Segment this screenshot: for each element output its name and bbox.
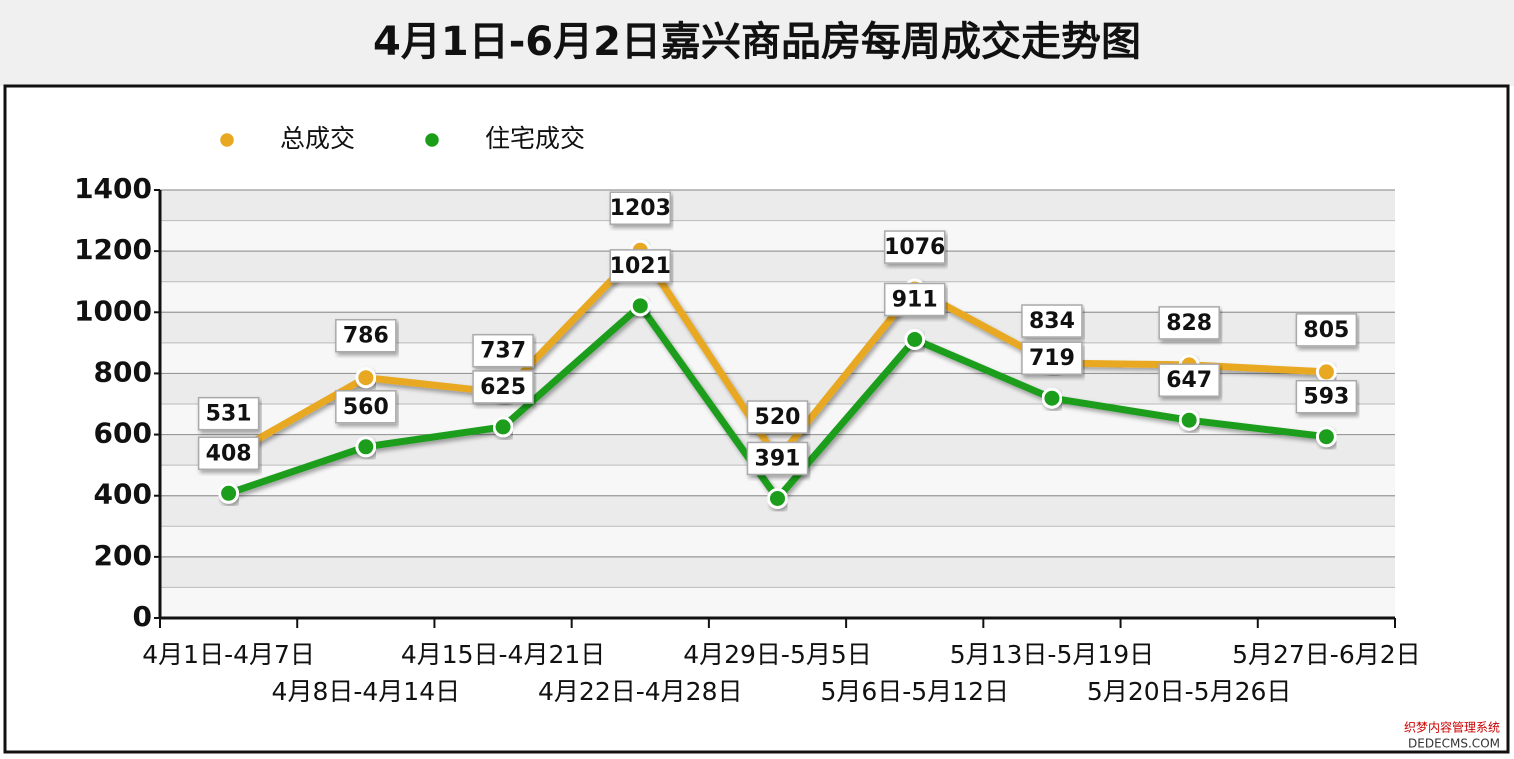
x-tick-label: 4月29日-5月5日 xyxy=(683,640,872,669)
x-tick-label: 5月6日-5月12日 xyxy=(820,677,1009,706)
data-point xyxy=(904,328,926,350)
plot-band xyxy=(160,556,1395,588)
y-tick-label: 1200 xyxy=(74,233,152,266)
y-tick-label: 1000 xyxy=(74,294,152,327)
data-label-box xyxy=(1158,363,1220,397)
watermark: DEDECMS.COM xyxy=(1408,737,1500,751)
data-label: 911 xyxy=(892,287,938,312)
legend-marker xyxy=(217,130,237,150)
data-point xyxy=(1041,387,1063,409)
x-tick-label: 4月15日-4月21日 xyxy=(401,640,605,669)
plot-band xyxy=(160,190,1395,221)
data-label-box xyxy=(1295,379,1358,414)
legend-label: 总成交 xyxy=(280,124,355,153)
data-label-box xyxy=(609,191,672,225)
y-tick-label: 600 xyxy=(94,417,152,450)
data-point xyxy=(355,436,377,458)
x-tick-label: 5月13日-5月19日 xyxy=(950,640,1154,669)
legend-label: 住宅成交 xyxy=(485,124,585,153)
data-label: 560 xyxy=(343,395,389,420)
data-label: 834 xyxy=(1029,309,1075,334)
data-point xyxy=(218,482,240,504)
data-label: 786 xyxy=(343,324,389,349)
data-label: 737 xyxy=(480,339,526,364)
plot-band xyxy=(160,587,1395,618)
y-tick-label: 800 xyxy=(94,355,152,388)
data-label-box xyxy=(335,390,397,424)
data-label: 805 xyxy=(1303,318,1349,343)
y-tick-label: 400 xyxy=(94,478,152,511)
data-label: 531 xyxy=(206,402,252,427)
data-label-box xyxy=(609,249,672,283)
data-label-box xyxy=(1021,304,1083,338)
watermark: 织梦内容管理系统 xyxy=(1404,720,1500,735)
data-label-box xyxy=(1021,341,1083,375)
data-point xyxy=(1178,409,1200,431)
data-label: 647 xyxy=(1166,368,1212,393)
data-label: 1021 xyxy=(610,254,671,279)
plot-band xyxy=(160,220,1395,252)
data-point xyxy=(1315,426,1337,448)
data-label-box xyxy=(1158,306,1220,340)
x-tick-label: 4月22日-4月28日 xyxy=(538,677,742,706)
title-band xyxy=(0,0,1514,86)
y-tick-label: 1400 xyxy=(74,172,152,205)
data-label: 1203 xyxy=(610,196,671,221)
data-label: 391 xyxy=(755,446,801,471)
data-point xyxy=(1315,361,1337,383)
data-label-box xyxy=(197,396,260,431)
data-point xyxy=(767,487,788,509)
y-tick-label: 200 xyxy=(94,539,152,572)
x-tick-label: 4月8日-4月14日 xyxy=(272,677,461,706)
data-label: 1076 xyxy=(884,235,945,260)
x-tick-label: 4月1日-4月7日 xyxy=(142,640,315,669)
data-label-box xyxy=(746,400,809,434)
x-tick-label: 5月27日-6月2日 xyxy=(1232,640,1421,669)
plot-band xyxy=(160,526,1395,557)
y-tick-label: 0 xyxy=(133,600,152,633)
data-label: 828 xyxy=(1166,311,1212,336)
data-label-box xyxy=(746,441,809,476)
plot-band xyxy=(160,251,1395,282)
data-label-box xyxy=(335,318,397,353)
data-point xyxy=(492,416,514,438)
legend-marker xyxy=(422,130,442,150)
data-label: 593 xyxy=(1303,385,1349,410)
data-label-box xyxy=(883,282,946,317)
data-label-box xyxy=(472,333,534,368)
chart-title: 4月1日-6月2日嘉兴商品房每周成交走势图 xyxy=(373,19,1141,65)
data-label: 520 xyxy=(755,405,801,430)
data-label-box xyxy=(1295,313,1358,347)
data-label-box xyxy=(472,370,534,404)
data-point xyxy=(629,295,651,317)
data-point xyxy=(355,367,377,389)
data-label-box xyxy=(883,230,946,264)
data-label: 408 xyxy=(206,441,252,466)
x-tick-label: 5月20日-5月26日 xyxy=(1087,677,1291,706)
data-label-box xyxy=(197,436,260,471)
data-label: 625 xyxy=(480,375,526,400)
data-label: 719 xyxy=(1029,346,1075,371)
